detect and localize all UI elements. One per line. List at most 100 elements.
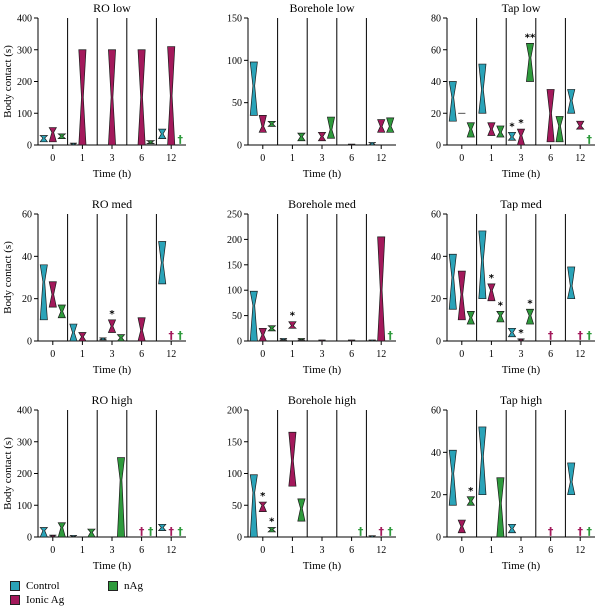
legend-swatch-control [10,581,20,591]
violin-ionic [167,46,176,146]
y-tick-label: 60 [22,210,32,221]
y-tick-label: 200 [17,77,32,88]
significance-mark: * [468,486,474,497]
violin-ionic [287,321,297,329]
violin-nag [57,522,67,538]
dagger-mark: † [387,329,393,342]
dagger-mark: † [378,525,384,538]
y-tick-label: 0 [436,533,441,544]
y-tick-label: 60 [431,45,441,56]
violin-ionic [137,317,146,342]
x-tick-label: 6 [349,153,354,164]
y-tick-label: 20 [431,109,441,120]
chart-panel-7: RO high 0 100 200 300 400 Body contact (s) 0 1 3 6… [2,393,186,572]
significance-mark: * [290,311,296,322]
y-tick-label: 60 [431,406,441,417]
violin-control [448,81,457,122]
y-tick-label: 80 [431,14,441,25]
violin-control [368,142,376,146]
x-tick-label: 3 [519,545,524,556]
x-tick-label: 3 [519,349,524,360]
violin-control [478,230,487,300]
y-tick-label: 40 [431,252,441,263]
x-tick-label: 0 [459,153,464,164]
violin-ionic [487,283,496,302]
violin-control [69,535,78,538]
violin-control [39,135,49,143]
violin-control [249,474,258,538]
x-tick-label: 3 [110,545,115,556]
x-tick-label: 0 [260,545,265,556]
y-axis-label: Body contact (s) [2,45,14,118]
violin-control [507,327,517,338]
violin-ionic [347,143,356,146]
violin-nag [57,133,67,139]
x-axis-label: Time (h) [502,364,541,376]
violin-control [567,89,576,114]
violin-ionic [517,338,525,342]
x-axis-label: Time (h) [303,364,342,376]
violin-nag [466,311,475,325]
legend-label-nag: nAg [124,580,143,592]
y-tick-label: 0 [237,533,242,544]
legend-label-control: Control [26,580,60,592]
violin-ionic [258,327,267,342]
chart-panel-1: RO low 0 100 200 300 400 Body contact (s) 0 1 3 6 1… [2,1,186,180]
y-tick-label: 20 [431,294,441,305]
violin-ionic [318,339,326,342]
y-tick-label: 150 [227,260,242,271]
y-tick-label: 40 [431,448,441,459]
x-tick-label: 6 [139,349,144,360]
x-tick-label: 1 [290,153,295,164]
significance-mark: * [527,298,533,309]
violin-ionic [48,127,58,143]
significance-mark: * [509,121,515,132]
dagger-mark: † [586,525,592,538]
violin-nag [466,496,476,506]
x-tick-label: 6 [548,349,553,360]
x-tick-label: 12 [575,545,585,556]
y-tick-label: 400 [17,14,32,25]
violin-control [567,266,576,300]
violin-nag [555,116,564,143]
legend: Control nAg Ionic Ag [8,578,208,606]
x-tick-label: 0 [459,349,464,360]
x-axis-label: Time (h) [502,168,541,180]
legend-item-nag: nAg [108,580,143,592]
y-tick-label: 150 [227,14,242,25]
x-tick-label: 12 [376,153,386,164]
x-tick-label: 6 [139,153,144,164]
y-tick-label: 0 [436,337,441,348]
y-tick-label: 300 [17,437,32,448]
significance-mark: * [260,491,266,502]
chart-panel-8: Borehole high 0 50 100 150 200 0 1 3 6 12 Time (h) *… [227,393,396,572]
x-tick-label: 0 [50,349,55,360]
violin-ionic [377,236,386,342]
dagger-mark: † [177,525,183,538]
y-tick-label: 300 [17,45,32,56]
violin-ionic [78,332,87,342]
x-tick-label: 0 [260,153,265,164]
violin-nag [525,43,535,82]
violin-ionic [457,519,466,534]
x-tick-label: 3 [320,153,325,164]
dagger-mark: † [177,133,183,146]
panel-title: Tap low [502,1,541,15]
significance-mark: * [489,273,495,284]
x-tick-label: 3 [320,349,325,360]
violin-ionic [108,49,116,146]
y-tick-label: 200 [227,406,242,417]
dagger-mark: † [177,329,183,342]
y-tick-label: 20 [22,294,32,305]
y-tick-label: 150 [227,437,242,448]
violin-nag [386,117,395,133]
violin-control [478,63,487,114]
violin-nag [496,477,505,538]
x-tick-label: 12 [166,545,176,556]
x-tick-label: 6 [548,153,553,164]
y-tick-label: 0 [436,141,441,152]
x-tick-label: 6 [139,545,144,556]
violin-nag [496,311,505,323]
y-tick-label: 100 [17,109,32,120]
